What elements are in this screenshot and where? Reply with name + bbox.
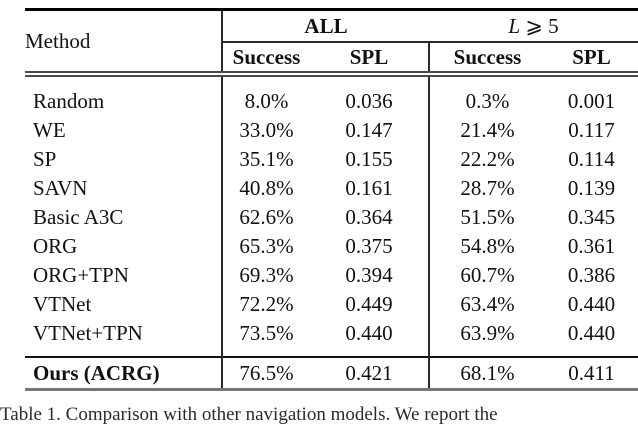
method-cell: SP — [25, 145, 223, 174]
table-row: Ours (ACRG) 76.5% 0.421 68.1% 0.411 — [25, 356, 638, 391]
value-cell: 51.5% — [428, 203, 545, 232]
value-cell: 0.147 — [345, 118, 393, 142]
value-cell: 33.0% — [239, 118, 294, 142]
value-cell: 0.449 — [345, 292, 393, 316]
table-row: VTNet+TPN 73.5% 0.440 63.9% 0.440 — [25, 319, 638, 357]
value-cell: 62.6% — [239, 205, 294, 229]
value-cell: 0.440 — [567, 292, 616, 316]
value-cell: 73.5% — [239, 321, 294, 345]
table-caption: Table 1. Comparison with other navigatio… — [0, 404, 498, 425]
value-cell: 0.3% — [428, 74, 545, 116]
results-table: Method ALL L ⩾ 5 Success SPL Success SPL… — [25, 8, 638, 391]
value-cell: 0.345 — [567, 205, 616, 229]
value-cell: 0.421 — [310, 356, 429, 391]
method-cell: VTNet+TPN — [25, 319, 223, 357]
column-header-success-l5: Success — [428, 42, 545, 77]
value-cell: 69.3% — [239, 263, 294, 287]
method-cell: ORG+TPN — [25, 261, 223, 290]
column-header-success-all: Success — [222, 42, 310, 77]
value-cell: 22.2% — [428, 145, 545, 174]
value-cell: 63.9% — [428, 319, 545, 357]
value-cell: 0.364 — [345, 205, 393, 229]
value-cell: 0.117 — [568, 118, 615, 142]
value-cell: 40.8% — [239, 176, 294, 200]
method-cell: Basic A3C — [25, 203, 223, 232]
column-header-method: Method — [25, 9, 223, 77]
value-cell: 0.139 — [567, 176, 616, 200]
value-cell: 0.155 — [345, 147, 393, 171]
value-cell: 72.2% — [239, 292, 294, 316]
column-header-spl-all: SPL — [310, 42, 429, 77]
value-cell: 54.8% — [428, 232, 545, 261]
value-cell: 76.5% — [222, 356, 310, 391]
page: { "table": { "method_header": "Method", … — [0, 8, 638, 425]
value-cell: 0.411 — [545, 356, 638, 391]
method-cell: WE — [25, 116, 223, 145]
column-group-l-geq-5: L ⩾ 5 — [429, 9, 638, 43]
table-row: ORG+TPN 69.3% 0.394 60.7% 0.386 — [25, 261, 638, 290]
value-cell: 0.001 — [567, 89, 616, 113]
column-group-all: ALL — [222, 9, 429, 43]
method-cell: SAVN — [25, 174, 223, 203]
value-cell: 63.4% — [428, 290, 545, 319]
value-cell: 0.394 — [345, 263, 393, 287]
table-row: Random 8.0% 0.036 0.3% 0.001 — [25, 74, 638, 116]
method-cell: Random — [25, 74, 223, 116]
value-cell: 35.1% — [239, 147, 294, 171]
table-row: SAVN 40.8% 0.161 28.7% 0.139 — [25, 174, 638, 203]
value-cell: 0.440 — [345, 321, 393, 345]
value-cell: 60.7% — [428, 261, 545, 290]
table-row: WE 33.0% 0.147 21.4% 0.117 — [25, 116, 638, 145]
value-cell: 0.036 — [345, 89, 393, 113]
value-cell: 0.440 — [567, 321, 616, 345]
value-cell: 0.361 — [567, 234, 616, 258]
table-row: ORG 65.3% 0.375 54.8% 0.361 — [25, 232, 638, 261]
group-header-row: Method ALL L ⩾ 5 — [25, 9, 638, 77]
value-cell: 0.386 — [567, 263, 616, 287]
value-cell: 28.7% — [428, 174, 545, 203]
table-row: SP 35.1% 0.155 22.2% 0.114 — [25, 145, 638, 174]
method-cell: Ours (ACRG) — [25, 356, 223, 391]
table-row: Basic A3C 62.6% 0.364 51.5% 0.345 — [25, 203, 638, 232]
method-cell: ORG — [25, 232, 223, 261]
math-rest: ⩾ 5 — [520, 13, 559, 38]
value-cell: 0.161 — [345, 176, 393, 200]
sub-header-row: Success SPL Success SPL — [25, 42, 638, 77]
column-header-spl-l5: SPL — [545, 42, 638, 77]
table-row: VTNet 72.2% 0.449 63.4% 0.440 — [25, 290, 638, 319]
method-cell: VTNet — [25, 290, 223, 319]
value-cell: 0.114 — [568, 147, 615, 171]
value-cell: 68.1% — [428, 356, 545, 391]
math-var-L: L — [508, 13, 521, 38]
value-cell: 8.0% — [244, 89, 289, 113]
value-cell: 0.375 — [345, 234, 393, 258]
value-cell: 65.3% — [239, 234, 294, 258]
value-cell: 21.4% — [428, 116, 545, 145]
